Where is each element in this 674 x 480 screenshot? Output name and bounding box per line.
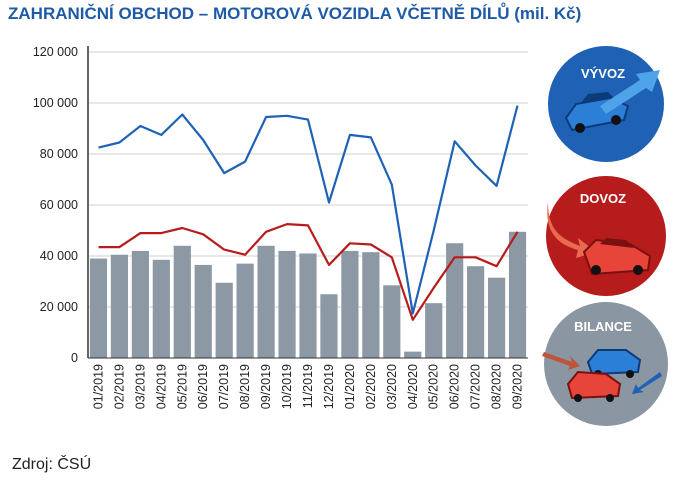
balance-bar	[194, 264, 212, 358]
balance-bar	[467, 266, 485, 358]
x-tick-label: 04/2020	[406, 364, 420, 409]
x-tick-label: 08/2020	[490, 364, 504, 409]
balance-bar	[215, 282, 233, 358]
balance-bar	[383, 285, 401, 358]
x-tick-label: 08/2019	[238, 364, 252, 409]
x-tick-label: 11/2019	[301, 364, 315, 408]
export-line	[98, 105, 519, 315]
x-tick-label: 07/2019	[217, 364, 231, 409]
y-tick-label: 20 000	[40, 300, 78, 314]
import-car-icon	[582, 238, 652, 276]
x-tick-label: 05/2020	[427, 364, 441, 409]
x-tick-label: 06/2020	[448, 364, 462, 409]
balance-bar	[362, 252, 380, 358]
balance-bar	[89, 258, 108, 358]
chart-title: ZAHRANIČNÍ OBCHOD – MOTOROVÁ VOZIDLA VČE…	[8, 4, 582, 23]
x-tick-label: 10/2019	[280, 364, 294, 409]
balance-bar	[425, 303, 443, 358]
balance-bar	[320, 294, 338, 358]
balance-in-arrow-icon	[542, 352, 580, 370]
x-tick-label: 09/2019	[259, 364, 273, 409]
x-tick-label: 07/2020	[469, 364, 483, 409]
import-line	[98, 223, 519, 321]
source-note: Zdroj: ČSÚ	[12, 456, 92, 473]
balance-bar	[131, 250, 149, 358]
x-tick-label: 02/2019	[112, 364, 126, 409]
balance-bar	[173, 245, 191, 358]
x-tick-label: 12/2019	[322, 364, 336, 409]
x-tick-label: 09/2020	[511, 364, 525, 409]
import-badge: DOVOZ	[546, 176, 666, 296]
balance-bar	[487, 277, 506, 358]
x-axis-ticks: 01/2019 02/2019 03/2019 04/2019 05/2019 06/20…	[91, 364, 524, 409]
balance-bar	[257, 245, 275, 358]
x-tick-label: 02/2020	[364, 364, 378, 409]
balance-badge-label: BILANCE	[574, 319, 632, 334]
balance-bar	[299, 253, 317, 358]
y-axis-ticks: 0 20 000 40 000 60 000 80 000 100 000 120 000	[33, 45, 78, 365]
balance-bar	[278, 250, 296, 358]
series-lines	[98, 105, 519, 321]
x-tick-label: 04/2019	[154, 364, 168, 409]
balance-bar	[508, 231, 527, 358]
import-arrow-icon	[547, 202, 596, 258]
y-tick-label: 0	[71, 351, 78, 365]
balance-bar	[446, 243, 464, 358]
x-tick-label: 03/2020	[385, 364, 399, 409]
export-arrow-icon	[600, 70, 660, 114]
balance-bar	[236, 263, 254, 358]
y-tick-label: 40 000	[40, 249, 78, 263]
x-tick-label: 05/2019	[175, 364, 189, 409]
balance-badge: BILANCE	[542, 302, 668, 426]
x-tick-label: 01/2020	[343, 364, 357, 409]
y-tick-label: 120 000	[33, 45, 78, 59]
export-badge: VÝVOZ	[548, 46, 664, 162]
x-tick-label: 06/2019	[196, 364, 210, 409]
x-tick-label: 01/2019	[91, 364, 105, 409]
y-tick-label: 100 000	[33, 96, 78, 110]
y-tick-label: 60 000	[40, 198, 78, 212]
balance-bar	[404, 351, 422, 358]
y-tick-label: 80 000	[40, 147, 78, 161]
balance-bars	[89, 231, 527, 358]
export-badge-label: VÝVOZ	[581, 66, 625, 81]
x-tick-label: 03/2019	[133, 364, 147, 409]
balance-bar	[152, 259, 170, 358]
balance-bar	[341, 250, 359, 358]
balance-red-car-icon	[566, 370, 622, 402]
balance-bar	[110, 254, 129, 358]
import-badge-label: DOVOZ	[580, 191, 626, 206]
balance-out-arrow-icon	[632, 372, 662, 394]
